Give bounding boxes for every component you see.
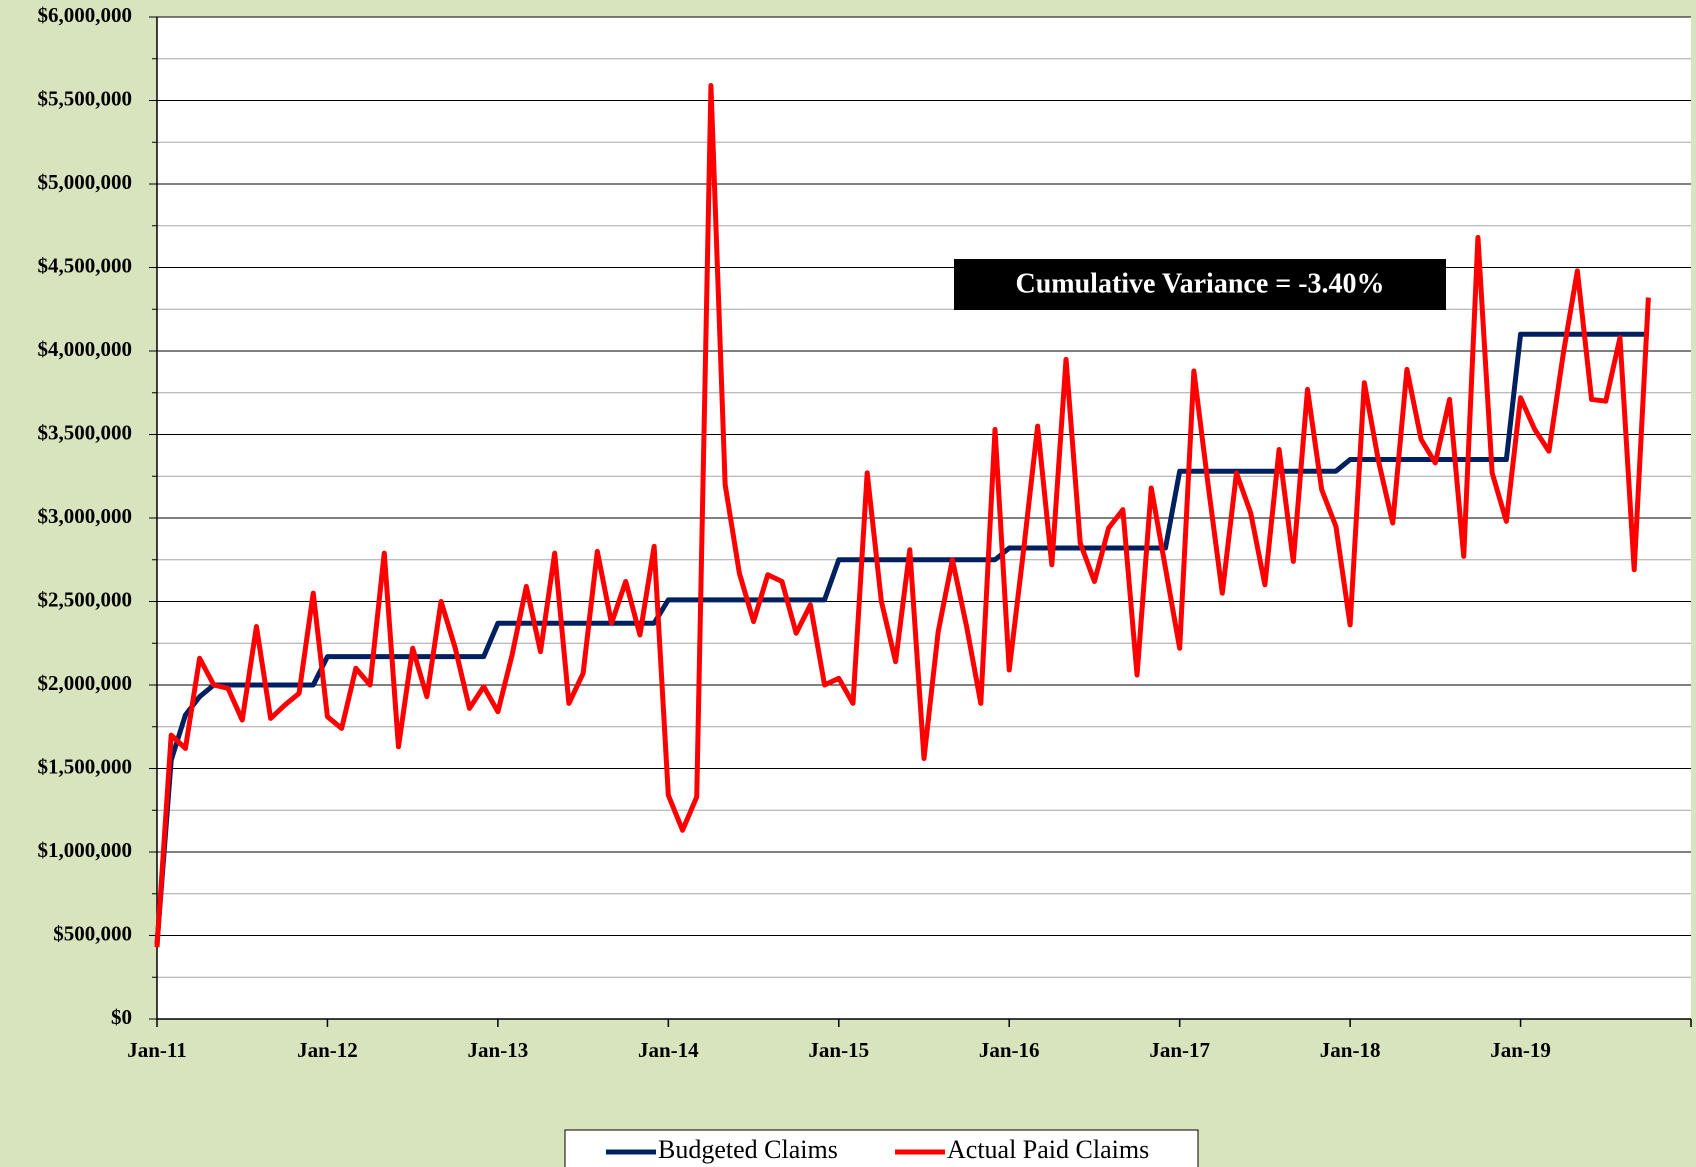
annotation-box bbox=[954, 259, 1446, 310]
x-tick-label: Jan-16 bbox=[979, 1038, 1040, 1062]
y-tick-label: $6,000,000 bbox=[38, 3, 133, 27]
y-tick-label: $3,000,000 bbox=[38, 504, 133, 528]
x-tick-label: Jan-19 bbox=[1490, 1038, 1551, 1062]
x-tick-label: Jan-12 bbox=[297, 1038, 358, 1062]
y-tick-label: $0 bbox=[111, 1005, 132, 1029]
annotation: Cumulative Variance = -3.40% bbox=[1015, 268, 1384, 299]
x-tick-label: Jan-13 bbox=[468, 1038, 529, 1062]
y-tick-label: $5,500,000 bbox=[38, 86, 133, 110]
y-tick-label: $2,000,000 bbox=[38, 671, 133, 695]
y-tick-label: $4,000,000 bbox=[38, 337, 133, 361]
series-line bbox=[154, 82, 1651, 948]
y-tick-label: $3,500,000 bbox=[38, 420, 133, 444]
x-tick-label: Jan-14 bbox=[638, 1038, 699, 1062]
y-tick-label: $5,000,000 bbox=[38, 170, 133, 194]
y-tick-label: $1,000,000 bbox=[38, 838, 133, 862]
x-tick-label: Jan-11 bbox=[127, 1038, 187, 1062]
legend-label: Actual Paid Claims bbox=[947, 1135, 1149, 1164]
legend-box bbox=[564, 1129, 1199, 1167]
x-tick-label: Jan-17 bbox=[1149, 1038, 1210, 1062]
y-tick-label: $1,500,000 bbox=[38, 754, 133, 778]
x-tick-label: Jan-18 bbox=[1320, 1038, 1381, 1062]
y-tick-label: $500,000 bbox=[53, 921, 132, 945]
x-tick-label: Jan-15 bbox=[808, 1038, 869, 1062]
y-tick-label: $4,500,000 bbox=[38, 253, 133, 277]
legend-label: Budgeted Claims bbox=[658, 1135, 838, 1164]
y-tick-label: $2,500,000 bbox=[38, 587, 133, 611]
